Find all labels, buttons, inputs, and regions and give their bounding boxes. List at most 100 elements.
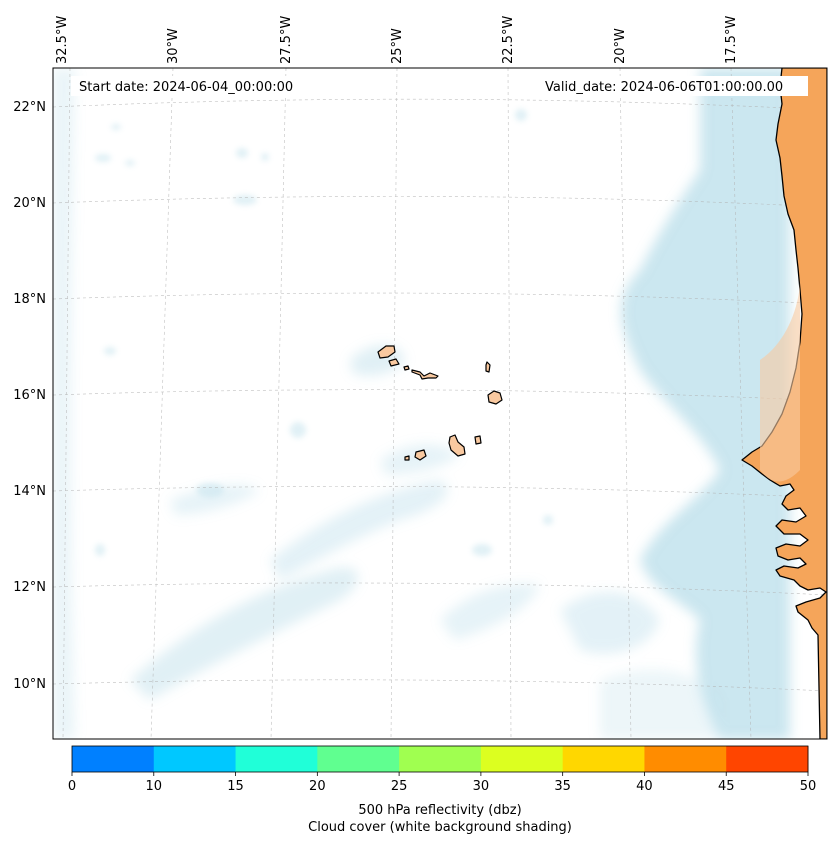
colorbar-tick-label: 40 <box>636 779 653 794</box>
cape-verde-islands <box>377 345 503 461</box>
african-coastline <box>741 68 827 739</box>
lat-label-12n: 12°N <box>13 580 46 595</box>
start-date-label: Start date: 2024-06-04_00:00:00 <box>79 80 293 95</box>
lon-gridline <box>730 68 752 739</box>
map-frame <box>52 67 828 740</box>
island-boa-vista <box>487 390 503 405</box>
latitude-labels: 22°N 20°N 18°N 16°N 14°N 12°N 10°N <box>13 100 46 692</box>
valid-date-box: Valid_date: 2024-06-06T01:00:00.00 <box>538 76 808 96</box>
colorbar-tick-label: 45 <box>718 779 735 794</box>
cloud-fleck <box>196 483 224 497</box>
cloud-streak-2 <box>270 480 448 580</box>
lat-gridline <box>53 389 827 402</box>
colorbar-tick-label: 25 <box>391 779 408 794</box>
island-sal <box>485 361 491 373</box>
lat-gridline <box>53 292 827 305</box>
lon-label-27-5w: 27.5°W <box>279 16 294 64</box>
longitude-labels: 32.5°W 30°W 27.5°W 25°W 22.5°W 20°W 17.5… <box>55 16 739 64</box>
colorbar-swatches <box>72 746 809 772</box>
lon-label-22-5w: 22.5°W <box>501 16 516 64</box>
cloud-fleck <box>236 148 248 158</box>
colorbar-tick-label: 50 <box>800 779 817 794</box>
start-date-background <box>71 76 324 96</box>
lon-gridline <box>619 68 632 739</box>
cloud-fleck <box>104 347 116 355</box>
colorbar-swatch <box>726 746 809 772</box>
valid-date-label: Valid_date: 2024-06-06T01:00:00.00 <box>545 80 783 95</box>
colorbar-sublabel: Cloud cover (white background shading) <box>308 820 572 835</box>
cloud-streak-1 <box>130 567 359 700</box>
lat-gridline <box>53 486 827 499</box>
lat-label-18n: 18°N <box>13 292 46 307</box>
island-sao-vicente <box>388 358 400 367</box>
cloud-fleck <box>95 154 111 162</box>
cloud-edge-west <box>53 68 75 739</box>
island-santa-luzia <box>403 365 410 371</box>
colorbar-swatch <box>317 746 400 772</box>
island-sao-nicolau <box>411 369 439 380</box>
map-panel: Start date: 2024-06-04_00:00:00 Valid_da… <box>52 67 828 740</box>
colorbar-tick-label: 20 <box>309 779 326 794</box>
cloud-fleck <box>515 109 527 121</box>
lon-label-32-5w: 32.5°W <box>55 16 70 64</box>
cloud-fleck <box>261 153 269 161</box>
mainland-land <box>741 68 827 739</box>
cloud-fleck <box>233 195 257 205</box>
colorbar: 0 10 15 20 25 30 35 40 45 50 500 hPa reflectivity… <box>68 745 816 835</box>
gridlines <box>53 68 827 739</box>
island-fogo <box>414 449 427 461</box>
colorbar-swatch <box>399 746 482 772</box>
cloud-band-mid <box>560 591 660 654</box>
colorbar-ticks: 0 10 15 20 25 30 35 40 45 50 <box>68 772 816 794</box>
lon-gridline <box>390 68 398 739</box>
colorbar-frame <box>71 745 809 773</box>
island-santiago <box>448 434 466 457</box>
lat-gridline <box>53 98 827 111</box>
lat-label-20n: 20°N <box>13 196 46 211</box>
colorbar-tick-label: 10 <box>146 779 163 794</box>
island-maio <box>474 435 482 445</box>
cloud-fleck <box>543 515 553 525</box>
lon-gridline <box>270 68 287 739</box>
cloud-cover-shading <box>53 68 790 739</box>
lat-label-14n: 14°N <box>13 484 46 499</box>
colorbar-tick-label: 35 <box>554 779 571 794</box>
cloud-fleck <box>111 124 121 130</box>
cloud-fleck <box>290 422 306 438</box>
colorbar-tick-label: 0 <box>68 779 76 794</box>
lon-label-17-5w: 17.5°W <box>724 16 739 64</box>
lat-label-22n: 22°N <box>13 100 46 115</box>
start-date-box: Start date: 2024-06-04_00:00:00 <box>71 76 324 96</box>
cloud-band-east <box>621 68 790 739</box>
lat-label-16n: 16°N <box>13 388 46 403</box>
lon-label-30w: 30°W <box>166 28 181 64</box>
valid-date-background <box>538 76 808 96</box>
island-santo-antao <box>377 345 396 359</box>
colorbar-swatch <box>480 746 564 772</box>
cloud-fleck <box>472 544 492 556</box>
island-brava <box>404 455 410 461</box>
cloud-streak-5 <box>440 583 540 640</box>
lon-gridline <box>507 68 512 739</box>
colorbar-swatch <box>235 746 318 772</box>
lat-gridline <box>53 679 827 692</box>
colorbar-label: 500 hPa reflectivity (dbz) <box>358 803 521 818</box>
lon-gridline <box>150 68 174 739</box>
colorbar-swatch <box>72 746 155 772</box>
lat-label-10n: 10°N <box>13 677 46 692</box>
lon-gridline <box>62 68 71 739</box>
colorbar-tick-label: 30 <box>473 779 490 794</box>
cloud-fleck <box>125 160 135 166</box>
lon-label-25w: 25°W <box>390 28 405 64</box>
cloud-streak-3 <box>170 484 260 515</box>
colorbar-tick-label: 15 <box>227 779 244 794</box>
colorbar-swatch <box>562 746 645 772</box>
lat-gridline <box>53 582 827 596</box>
lat-gridline <box>53 196 827 208</box>
mainland-lighter-band <box>760 280 800 482</box>
lon-label-20w: 20°W <box>613 28 628 64</box>
cloud-fleck <box>95 544 105 556</box>
colorbar-swatch <box>644 746 727 772</box>
colorbar-swatch <box>153 746 237 772</box>
